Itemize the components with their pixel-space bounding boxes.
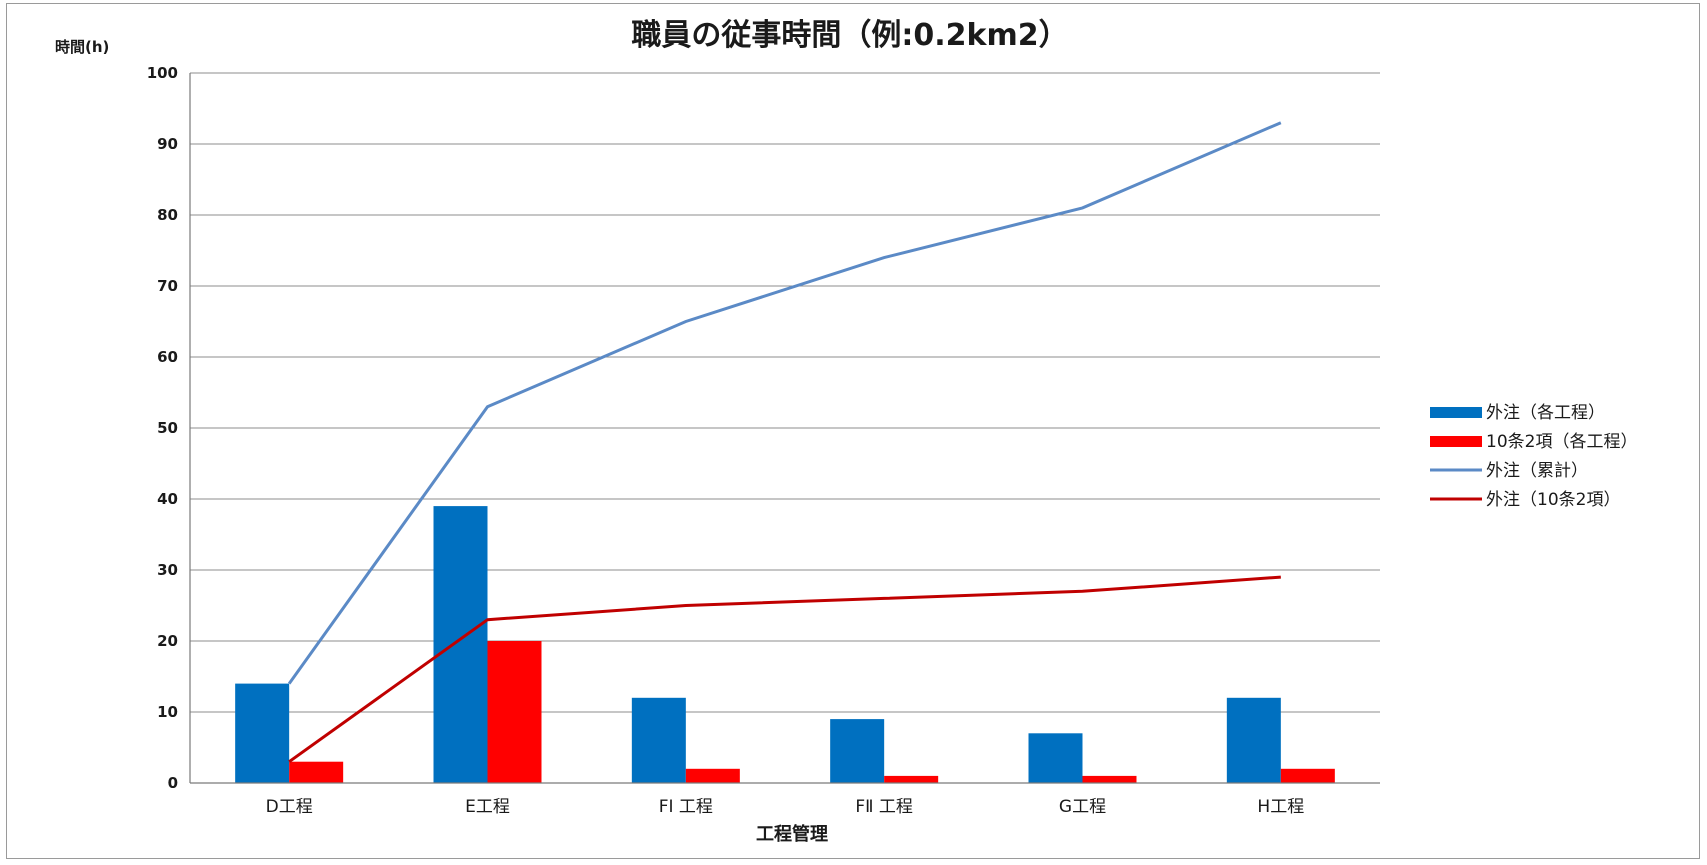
x-tick-label: FⅠ 工程 <box>659 797 713 817</box>
x-tick-label: H工程 <box>1257 797 1304 817</box>
bar-outsourced-4 <box>1028 733 1083 783</box>
legend-label: 外注（各工程） <box>1486 403 1605 423</box>
bar-article-10-2-4 <box>1082 775 1137 783</box>
y-tick-label: 40 <box>157 490 178 508</box>
y-tick-label: 10 <box>157 703 178 721</box>
line-series-3 <box>288 575 1281 763</box>
bars <box>235 506 1335 783</box>
legend-swatch <box>1430 436 1482 447</box>
y-tick-label: 90 <box>157 135 178 153</box>
bar-outsourced-5 <box>1226 697 1281 783</box>
y-tick-label: 80 <box>157 206 178 224</box>
x-tick-label: G工程 <box>1059 797 1106 817</box>
legend: 外注（各工程） 10条2項（各工程） 外注（累計） 外注（10条2項） <box>1430 403 1637 510</box>
bar-article-10-2-1 <box>487 641 542 783</box>
bar-outsourced-3 <box>830 719 885 783</box>
x-tick-label: FⅡ 工程 <box>855 797 913 817</box>
legend-label: 外注（10条2項） <box>1486 490 1620 510</box>
lines <box>287 121 1282 763</box>
y-tick-label: 60 <box>157 348 178 366</box>
grid-lines <box>189 72 1380 784</box>
legend-label: 外注（累計） <box>1486 461 1588 481</box>
bar-outsourced-1 <box>433 506 488 783</box>
y-tick-label: 20 <box>157 632 178 650</box>
x-tick-labels: D工程 E工程 FⅠ 工程 FⅡ 工程 G工程 H工程 <box>190 782 1380 817</box>
y-tick-label: 0 <box>168 774 178 792</box>
x-tick-label: E工程 <box>465 797 510 817</box>
x-axis-label: 工程管理 <box>756 823 828 845</box>
chart-title: 職員の従事時間（例:0.2km2） <box>631 18 1068 53</box>
bar-article-10-2-2 <box>685 768 740 783</box>
legend-label: 10条2項（各工程） <box>1486 432 1637 452</box>
y-tick-labels: 0 10 20 30 40 50 60 70 80 90 100 <box>147 64 178 792</box>
y-axis-label: 時間(h) <box>55 38 109 56</box>
x-tick-label: D工程 <box>266 797 313 817</box>
bar-article-10-2-3 <box>884 775 939 783</box>
y-tick-label: 30 <box>157 561 178 579</box>
y-tick-label: 50 <box>157 419 178 437</box>
bar-article-10-2-5 <box>1280 768 1335 783</box>
line-series-2 <box>287 121 1282 685</box>
bar-outsourced-0 <box>235 683 290 783</box>
y-tick-label: 100 <box>147 64 178 82</box>
legend-swatch <box>1430 407 1482 418</box>
bar-article-10-2-0 <box>289 761 344 783</box>
y-tick-label: 70 <box>157 277 178 295</box>
bar-outsourced-2 <box>631 697 686 783</box>
